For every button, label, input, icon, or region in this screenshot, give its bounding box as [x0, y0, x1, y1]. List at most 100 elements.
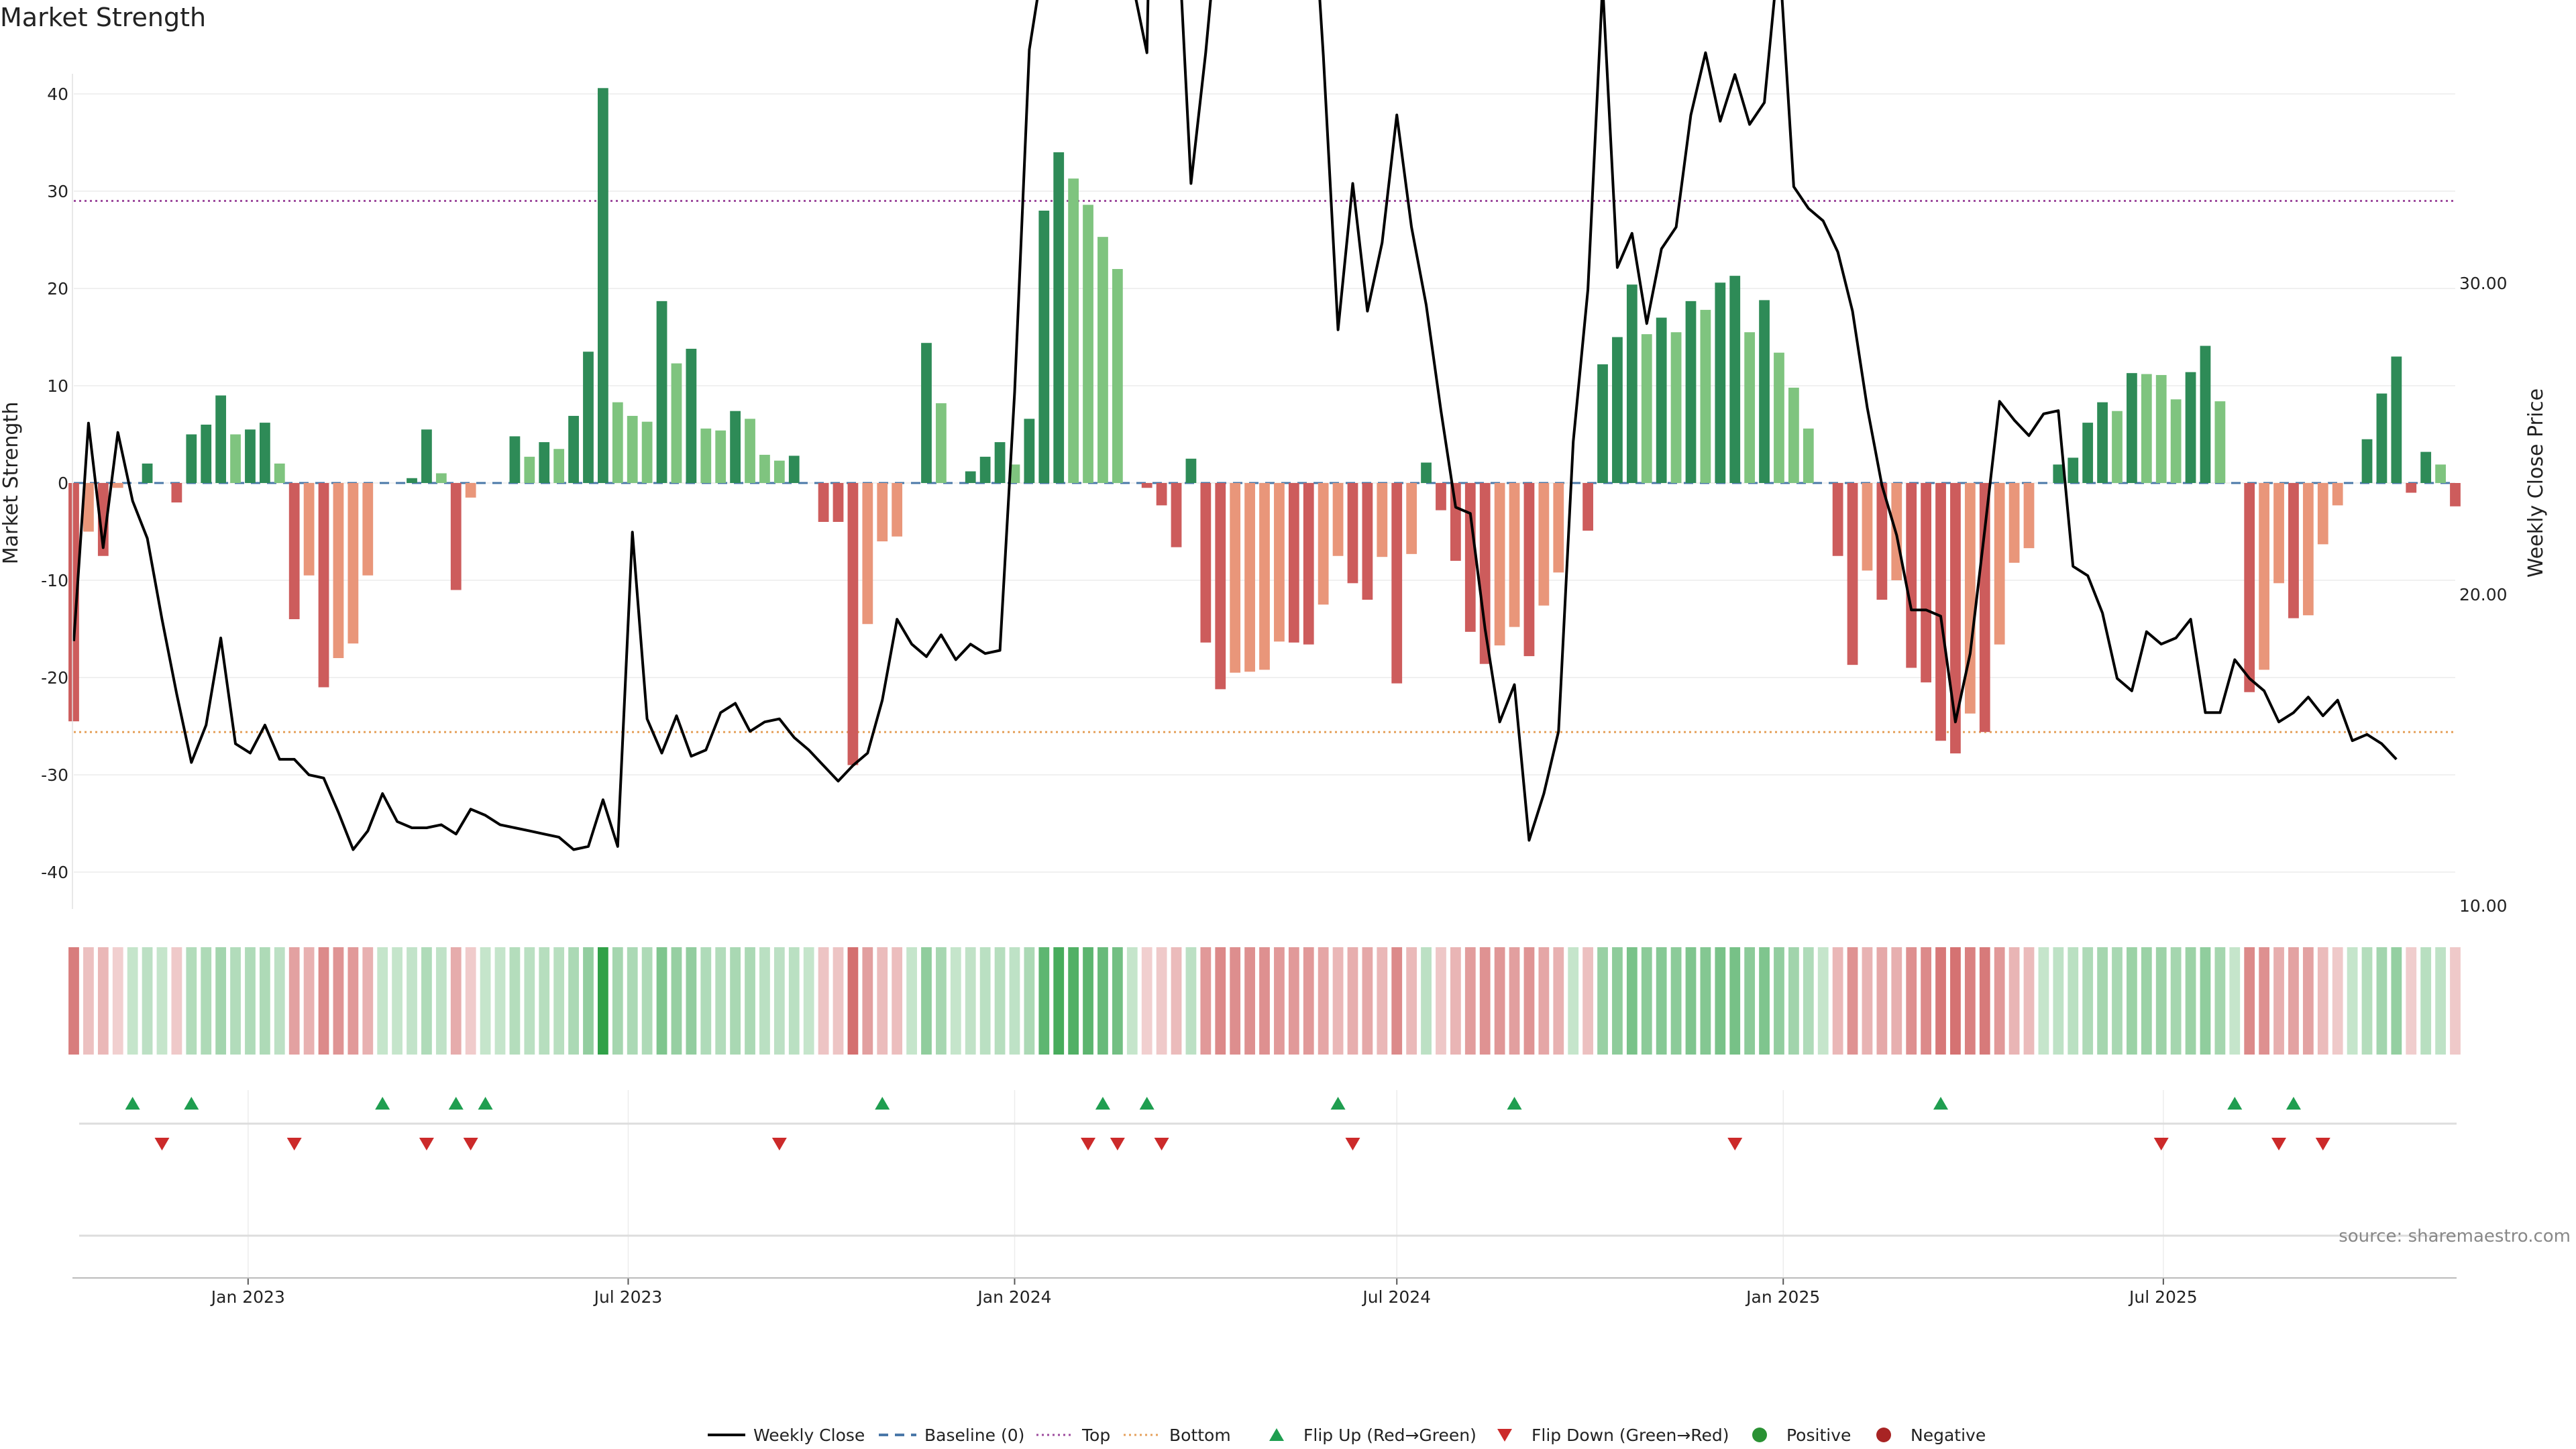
strength-bar: [2185, 372, 2196, 483]
strength-bar: [1053, 152, 1065, 483]
flip-down-marker: [1110, 1138, 1125, 1150]
heat-cell: [1509, 947, 1520, 1055]
strength-bar: [2155, 375, 2167, 483]
strength-bar: [847, 483, 859, 765]
heat-cell: [686, 947, 697, 1055]
strength-bar: [1656, 317, 1667, 483]
strength-bar: [759, 454, 770, 483]
heat-cell: [156, 947, 168, 1055]
flip-down-marker: [2271, 1138, 2287, 1150]
strength-bar: [2112, 411, 2123, 483]
strength-bar: [730, 411, 741, 483]
heat-cell: [1700, 947, 1711, 1055]
heat-cell: [553, 947, 565, 1055]
heat-cell: [2376, 947, 2387, 1055]
heat-cell: [407, 947, 417, 1055]
legend-label: Bottom: [1169, 1426, 1231, 1445]
heat-cell: [2214, 947, 2226, 1055]
strength-bar: [1509, 483, 1520, 627]
strength-bar: [1421, 462, 1432, 483]
heat-cell: [1200, 947, 1212, 1055]
strength-bar: [171, 483, 182, 502]
heat-cell: [2435, 947, 2446, 1055]
heat-cell: [230, 947, 241, 1055]
heat-strip: [68, 947, 2461, 1055]
strength-bar: [524, 456, 535, 483]
heat-cell: [1332, 947, 1344, 1055]
grid-lines: [74, 93, 2455, 1278]
strength-bar: [230, 434, 241, 483]
flip-down-marker: [1081, 1138, 1096, 1150]
flip-up-marker: [448, 1097, 464, 1110]
strength-bar: [1670, 332, 1682, 483]
heat-cell: [259, 947, 270, 1055]
y-left-tick-label: 10: [47, 376, 68, 396]
strength-bar: [627, 415, 638, 483]
x-tick-label: Jan 2023: [210, 1287, 285, 1307]
heat-cell: [2185, 947, 2196, 1055]
strength-bar: [539, 442, 550, 483]
heat-cell: [2141, 947, 2152, 1055]
heat-cell: [671, 947, 682, 1055]
strength-bar: [68, 483, 79, 722]
strength-bar: [936, 403, 947, 483]
strength-bar: [833, 483, 844, 522]
heat-cell: [906, 947, 917, 1055]
strength-bar: [1803, 428, 1814, 483]
heat-cell: [598, 947, 608, 1055]
strength-bar: [83, 483, 94, 532]
strength-bar: [215, 395, 227, 483]
heat-cell: [1832, 947, 1843, 1055]
heat-cell: [2229, 947, 2241, 1055]
heat-cell: [392, 947, 402, 1055]
strength-bar: [715, 430, 727, 483]
flip-down-marker: [2153, 1138, 2169, 1150]
y-left-tick-label: 40: [47, 85, 68, 104]
heat-cell: [1612, 947, 1623, 1055]
heat-cell: [333, 947, 344, 1055]
strength-bar: [1288, 483, 1299, 643]
flip-up-marker: [1330, 1097, 1346, 1110]
heat-cell: [450, 947, 462, 1055]
heat-cell: [2082, 947, 2094, 1055]
strength-bar: [407, 478, 417, 483]
strength-bar: [1083, 205, 1093, 483]
strength-bar: [2391, 356, 2402, 483]
y-left-axis-title: Market Strength: [0, 402, 23, 564]
strength-bar: [979, 456, 991, 483]
strength-bar: [1200, 483, 1212, 643]
strength-bar: [1377, 483, 1388, 557]
weekly-close-line: [72, 0, 2398, 851]
strength-bar: [2170, 399, 2182, 483]
strength-bar: [788, 455, 800, 483]
strength-bar: [2435, 464, 2446, 483]
strength-bar: [1950, 483, 1961, 754]
strength-bar: [1921, 483, 1931, 683]
strength-bar: [1068, 178, 1079, 483]
heat-cell: [950, 947, 961, 1055]
heat-cell: [656, 947, 667, 1055]
heat-cell: [2406, 947, 2417, 1055]
flip-down-marker: [154, 1138, 170, 1150]
strength-bar: [700, 428, 712, 483]
strength-bar: [1494, 483, 1505, 646]
axes: -40-30-20-1001020304010.0020.0030.0040.0…: [0, 74, 2548, 1307]
heat-cell: [1274, 947, 1285, 1055]
heat-cell: [1230, 947, 1241, 1055]
strength-bar: [2082, 423, 2094, 483]
heat-cell: [773, 947, 785, 1055]
heat-cell: [1774, 947, 1784, 1055]
heat-cell: [1906, 947, 1917, 1055]
heat-cell: [1347, 947, 1358, 1055]
strength-bar: [1171, 483, 1182, 547]
heat-cell: [539, 947, 550, 1055]
heat-cell: [2302, 947, 2314, 1055]
heat-cell: [480, 947, 491, 1055]
heat-cell: [1523, 947, 1535, 1055]
legend-label: Positive: [1786, 1426, 1851, 1445]
strength-bar: [97, 483, 109, 556]
strength-bar: [1876, 483, 1888, 600]
heat-cell: [2332, 947, 2343, 1055]
strength-bar: [435, 473, 447, 483]
flip-up-marker: [184, 1097, 199, 1110]
